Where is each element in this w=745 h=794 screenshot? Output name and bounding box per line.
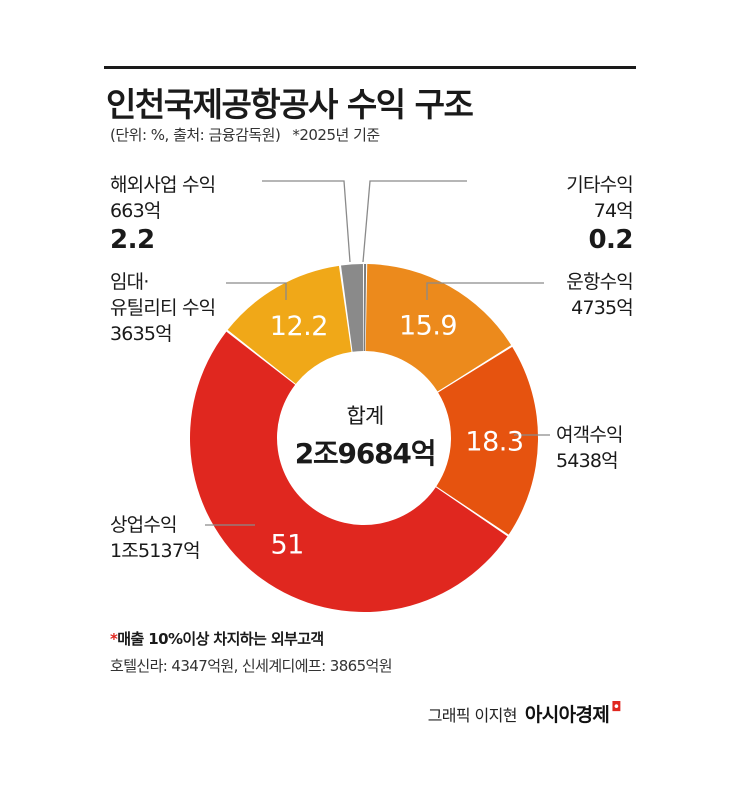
slice-value-label-1: 15.9 bbox=[399, 310, 457, 341]
top-rule bbox=[104, 66, 636, 69]
base-year-note: *2025년 기준 bbox=[292, 126, 380, 144]
slice-value-label-2: 18.3 bbox=[465, 426, 523, 457]
label-rental-amount: 3635억 bbox=[110, 323, 173, 345]
label-overseas: 해외사업 수익 663억 2.2 bbox=[110, 172, 216, 256]
label-other: 기타수익 74억 0.2 bbox=[566, 172, 634, 256]
slice-value-label-4: 12.2 bbox=[270, 311, 328, 342]
label-passenger-amount: 5438억 bbox=[556, 450, 619, 472]
label-passenger-name: 여객수익 bbox=[556, 424, 624, 446]
label-other-amount: 74억 bbox=[593, 200, 634, 222]
chart-subtitle: (단위: %, 출처: 금융감독원) *2025년 기준 bbox=[110, 124, 380, 145]
label-commercial-amount: 1조5137억 bbox=[110, 540, 201, 562]
footnote: *매출 10%이상 차지하는 외부고객 호텔신라: 4347억원, 신세계디에프… bbox=[110, 628, 393, 676]
slice-5 bbox=[341, 264, 364, 352]
label-airport-ops-name: 운항수익 bbox=[566, 271, 634, 293]
label-rental-line1: 임대· bbox=[110, 271, 149, 293]
slice-1 bbox=[365, 264, 512, 392]
label-passenger: 여객수익 5438억 bbox=[556, 422, 624, 474]
label-other-name: 기타수익 bbox=[566, 174, 634, 196]
leader-overseas bbox=[262, 180, 351, 263]
total-label: 합계 bbox=[346, 404, 384, 428]
label-overseas-pct: 2.2 bbox=[110, 225, 155, 255]
chart-title: 인천국제공항공사 수익 구조 bbox=[106, 85, 474, 124]
unit-source: (단위: %, 출처: 금융감독원) bbox=[110, 126, 281, 144]
slice-3 bbox=[189, 331, 508, 613]
leader-rental bbox=[226, 282, 287, 300]
graphic-credit: 그래픽 이지현 bbox=[427, 706, 518, 725]
label-overseas-amount: 663억 bbox=[110, 200, 161, 222]
credit: 그래픽 이지현 아시아경제 ◘ bbox=[427, 700, 622, 727]
slice-2 bbox=[436, 346, 538, 535]
leader-other bbox=[362, 180, 467, 263]
footnote-heading: 매출 10%이상 차지하는 외부고객 bbox=[117, 630, 324, 648]
label-overseas-name: 해외사업 수익 bbox=[110, 174, 216, 196]
label-airport-ops: 운항수익 4735억 bbox=[566, 269, 634, 321]
slice-0 bbox=[364, 264, 367, 352]
brand-mark-icon: ◘ bbox=[611, 700, 621, 715]
donut-center: 합계 2조9684억 bbox=[290, 400, 440, 472]
footnote-star: * bbox=[110, 630, 118, 648]
label-commercial: 상업수익 1조5137억 bbox=[110, 512, 201, 564]
label-rental-line2: 유틸리티 수익 bbox=[110, 297, 216, 319]
label-commercial-name: 상업수익 bbox=[110, 514, 178, 536]
slice-value-label-3: 51 bbox=[270, 529, 303, 560]
brand-logo: 아시아경제 bbox=[524, 704, 610, 726]
label-airport-ops-amount: 4735억 bbox=[571, 297, 634, 319]
leader-airport-ops bbox=[426, 282, 544, 300]
total-value: 2조9684억 bbox=[294, 437, 437, 470]
label-rental: 임대· 유틸리티 수익 3635억 bbox=[110, 269, 216, 347]
slice-4 bbox=[227, 265, 352, 384]
label-other-pct: 0.2 bbox=[588, 225, 633, 255]
footnote-detail: 호텔신라: 4347억원, 신세계디에프: 3865억원 bbox=[110, 657, 393, 675]
